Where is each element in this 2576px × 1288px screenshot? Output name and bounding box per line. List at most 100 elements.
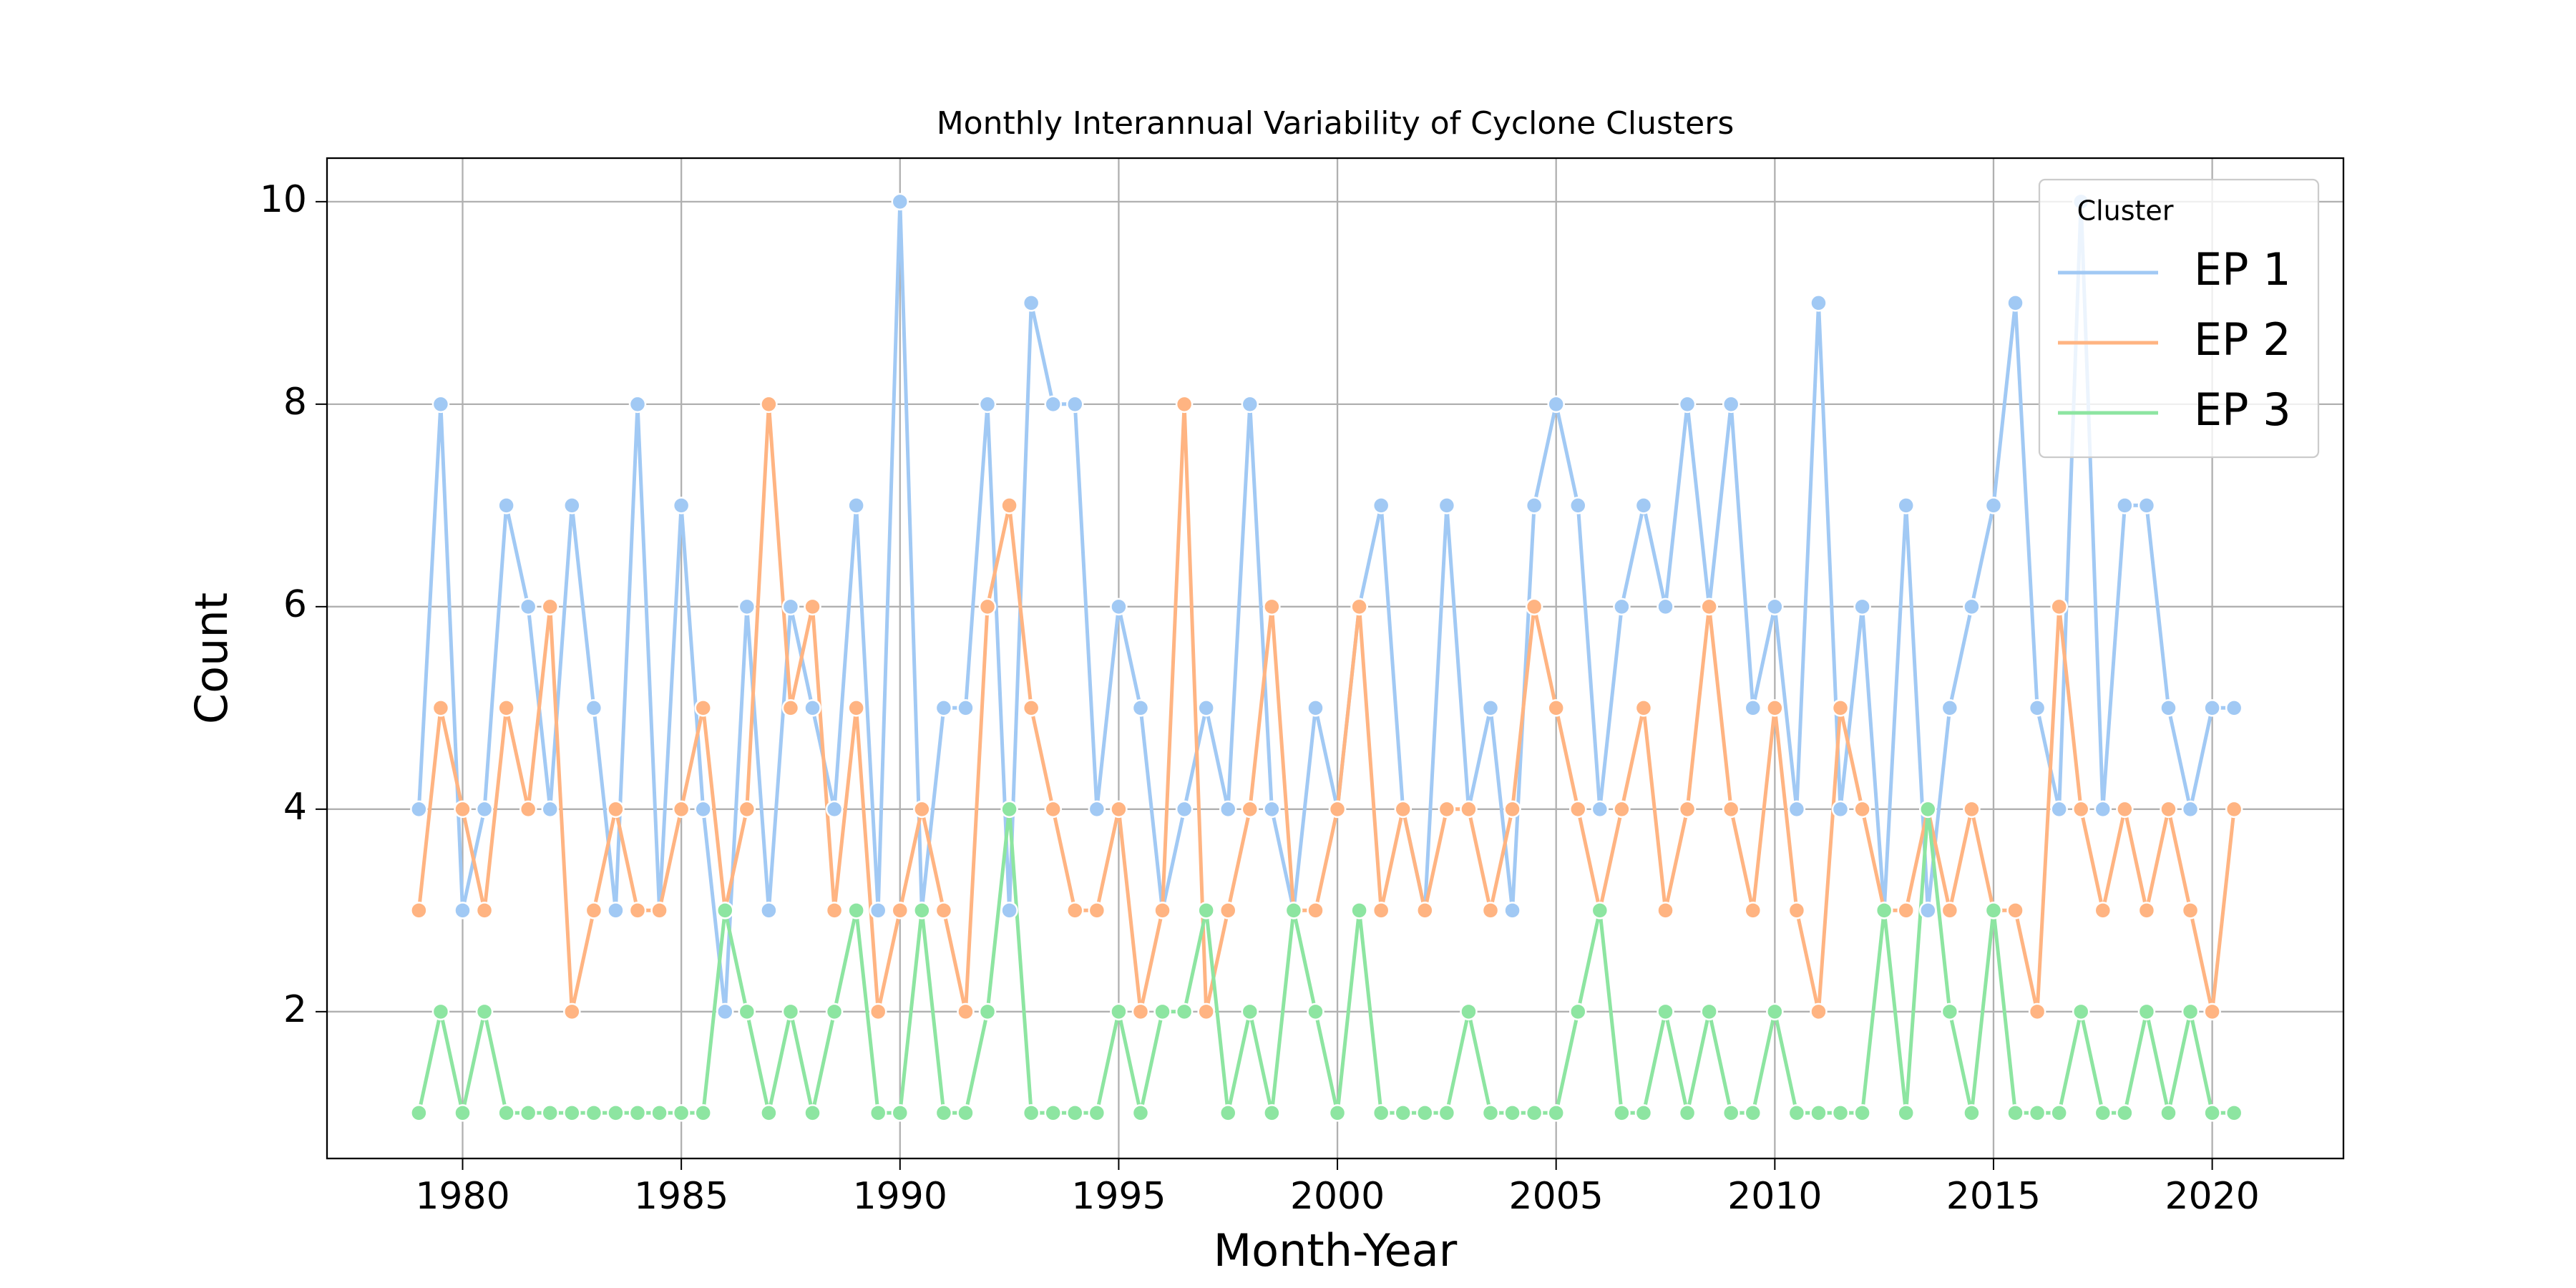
marker	[891, 1104, 909, 1122]
marker	[1919, 902, 1937, 919]
marker	[1263, 597, 1281, 616]
marker	[1088, 902, 1106, 919]
legend-title: Cluster	[2077, 195, 2174, 227]
marker	[2006, 902, 2024, 919]
marker	[1547, 1104, 1565, 1122]
marker	[1897, 1104, 1915, 1122]
marker	[869, 902, 887, 919]
marker	[1525, 497, 1543, 514]
marker	[1219, 902, 1237, 919]
marker	[1350, 902, 1368, 919]
marker	[1350, 597, 1368, 616]
marker	[935, 699, 953, 717]
marker	[454, 800, 472, 819]
marker	[454, 902, 472, 919]
marker	[672, 800, 691, 819]
marker	[1657, 902, 1674, 919]
marker	[1153, 902, 1171, 919]
marker	[1088, 800, 1106, 819]
marker	[2050, 1104, 2068, 1122]
marker	[1131, 1002, 1150, 1021]
marker	[1613, 800, 1631, 819]
marker	[497, 497, 515, 514]
marker	[2160, 800, 2177, 819]
marker	[716, 902, 734, 919]
marker	[519, 1104, 537, 1122]
marker	[935, 902, 953, 919]
marker	[1197, 1002, 1215, 1021]
marker	[1591, 800, 1609, 819]
x-tick-label: 2020	[2165, 1175, 2259, 1218]
marker	[1307, 699, 1324, 717]
marker	[2225, 800, 2243, 819]
marker	[1941, 699, 1959, 717]
marker	[2116, 1104, 2134, 1122]
marker	[1110, 597, 1128, 616]
marker	[1569, 1002, 1587, 1021]
legend-box	[2038, 178, 2320, 459]
marker	[1438, 1104, 1456, 1122]
plot-frame	[326, 157, 2345, 1160]
marker	[1000, 497, 1018, 514]
marker	[1197, 699, 1215, 717]
marker	[1416, 902, 1434, 919]
marker	[1525, 597, 1543, 616]
marker	[410, 800, 428, 819]
marker	[1722, 395, 1740, 414]
marker	[1219, 800, 1237, 819]
x-tick-label: 1980	[415, 1175, 509, 1218]
marker	[410, 1104, 428, 1122]
marker	[1678, 1104, 1697, 1122]
marker	[891, 192, 909, 211]
marker	[869, 1002, 887, 1021]
marker	[1066, 395, 1084, 414]
marker	[825, 800, 844, 819]
marker	[1438, 497, 1456, 514]
marker	[2028, 699, 2046, 717]
marker	[1634, 1104, 1653, 1122]
marker	[1963, 800, 1981, 819]
marker	[1022, 294, 1040, 312]
y-tick-label: 8	[283, 381, 307, 424]
marker	[1000, 902, 1018, 919]
marker	[694, 800, 712, 819]
marker	[541, 1104, 560, 1122]
marker	[2006, 1104, 2024, 1122]
marker	[2116, 497, 2134, 514]
marker	[607, 800, 625, 819]
marker	[431, 1002, 450, 1021]
marker	[650, 902, 668, 919]
x-tick-label: 2010	[1727, 1175, 1822, 1218]
marker	[694, 699, 712, 717]
marker	[2028, 1104, 2046, 1122]
marker	[1984, 902, 2003, 919]
marker	[869, 1104, 887, 1122]
marker	[760, 902, 778, 919]
marker	[2137, 902, 2156, 919]
marker	[2203, 1104, 2221, 1122]
marker	[1657, 597, 1674, 616]
marker	[978, 597, 997, 616]
marker	[2181, 800, 2200, 819]
marker	[1263, 800, 1281, 819]
marker	[1613, 597, 1631, 616]
marker	[1241, 395, 1259, 414]
x-tick-label: 1985	[634, 1175, 728, 1218]
marker	[716, 1002, 734, 1021]
marker	[957, 699, 975, 717]
marker	[1569, 497, 1587, 514]
marker	[1722, 800, 1740, 819]
marker	[454, 1104, 472, 1122]
marker	[1613, 1104, 1631, 1122]
marker	[1000, 800, 1018, 819]
marker	[1263, 1104, 1281, 1122]
marker	[1416, 1104, 1434, 1122]
marker	[1831, 699, 1850, 717]
marker	[431, 395, 450, 414]
marker	[1634, 497, 1653, 514]
marker	[760, 1104, 778, 1122]
marker	[563, 1104, 581, 1122]
marker	[1766, 597, 1784, 616]
